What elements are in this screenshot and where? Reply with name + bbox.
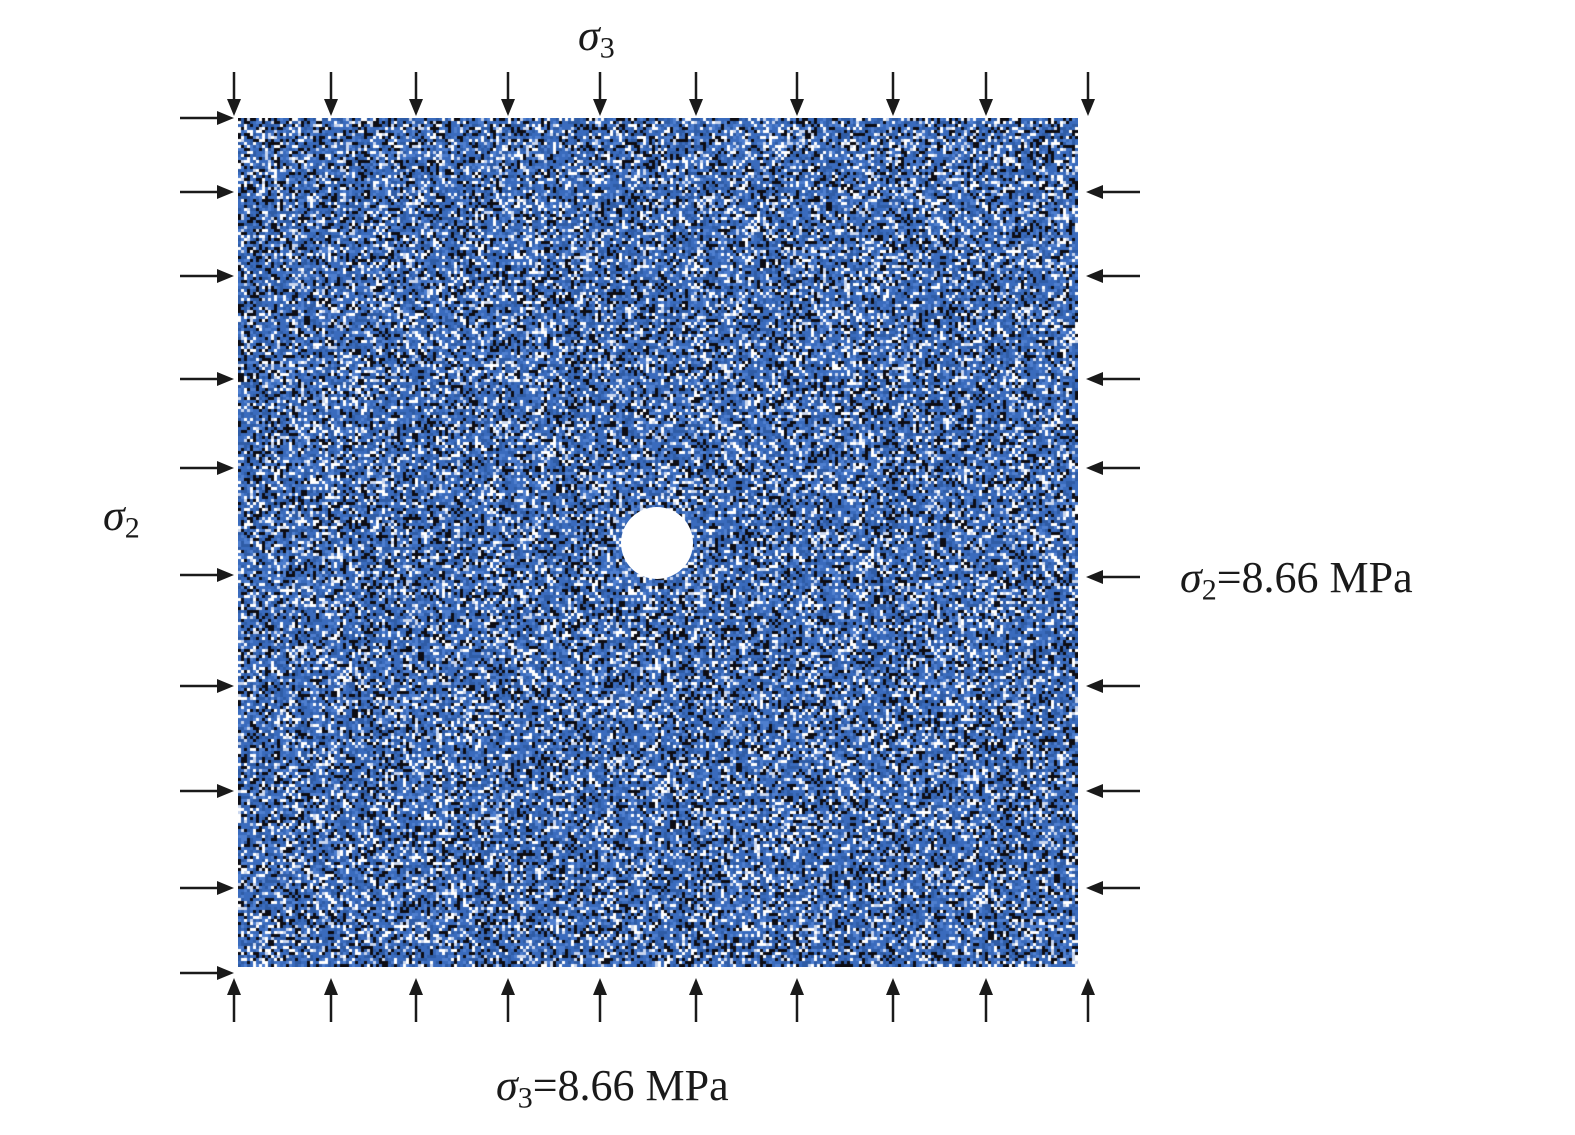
arrow-right (180, 966, 234, 980)
arrow-right (180, 881, 234, 895)
arrow-right (180, 372, 234, 386)
arrow-down (1081, 72, 1095, 116)
arrow-up (409, 978, 423, 1022)
arrow-up (886, 978, 900, 1022)
arrow-down (227, 72, 241, 116)
arrow-left (1086, 269, 1140, 283)
arrow-down (501, 72, 515, 116)
arrows-left-sigma2 (180, 111, 234, 980)
arrows-top-sigma3 (227, 72, 1095, 116)
arrow-left (1086, 784, 1140, 798)
arrow-down (409, 72, 423, 116)
arrow-left (1086, 570, 1140, 584)
arrow-down (790, 72, 804, 116)
arrow-left (1086, 372, 1140, 386)
arrow-up (979, 978, 993, 1022)
label-sigma2-left: σ2 (103, 491, 140, 545)
arrow-up (324, 978, 338, 1022)
arrow-down (979, 72, 993, 116)
arrow-down (689, 72, 703, 116)
arrow-up (593, 978, 607, 1022)
arrow-right (180, 568, 234, 582)
arrow-right (180, 111, 234, 125)
arrow-up (689, 978, 703, 1022)
label-sigma3-top: σ3 (578, 11, 615, 65)
arrow-left (1086, 461, 1140, 475)
arrow-down (886, 72, 900, 116)
arrow-right (180, 784, 234, 798)
arrow-up (227, 978, 241, 1022)
label-sigma2-value: σ2=8.66 MPa (1180, 553, 1413, 607)
arrow-up (1081, 978, 1095, 1022)
arrow-left (1086, 185, 1140, 199)
arrow-right (180, 185, 234, 199)
arrow-down (324, 72, 338, 116)
arrow-up (501, 978, 515, 1022)
arrow-left (1086, 679, 1140, 693)
arrow-up (790, 978, 804, 1022)
arrows-bottom-sigma3 (227, 978, 1095, 1022)
arrow-left (1086, 881, 1140, 895)
arrows-right-sigma2 (1086, 185, 1140, 895)
rock-specimen (238, 118, 1078, 967)
label-sigma3-value: σ3=8.66 MPa (496, 1061, 729, 1115)
arrow-right (180, 269, 234, 283)
circular-opening (621, 507, 693, 579)
arrow-right (180, 679, 234, 693)
arrow-right (180, 461, 234, 475)
arrow-down (593, 72, 607, 116)
